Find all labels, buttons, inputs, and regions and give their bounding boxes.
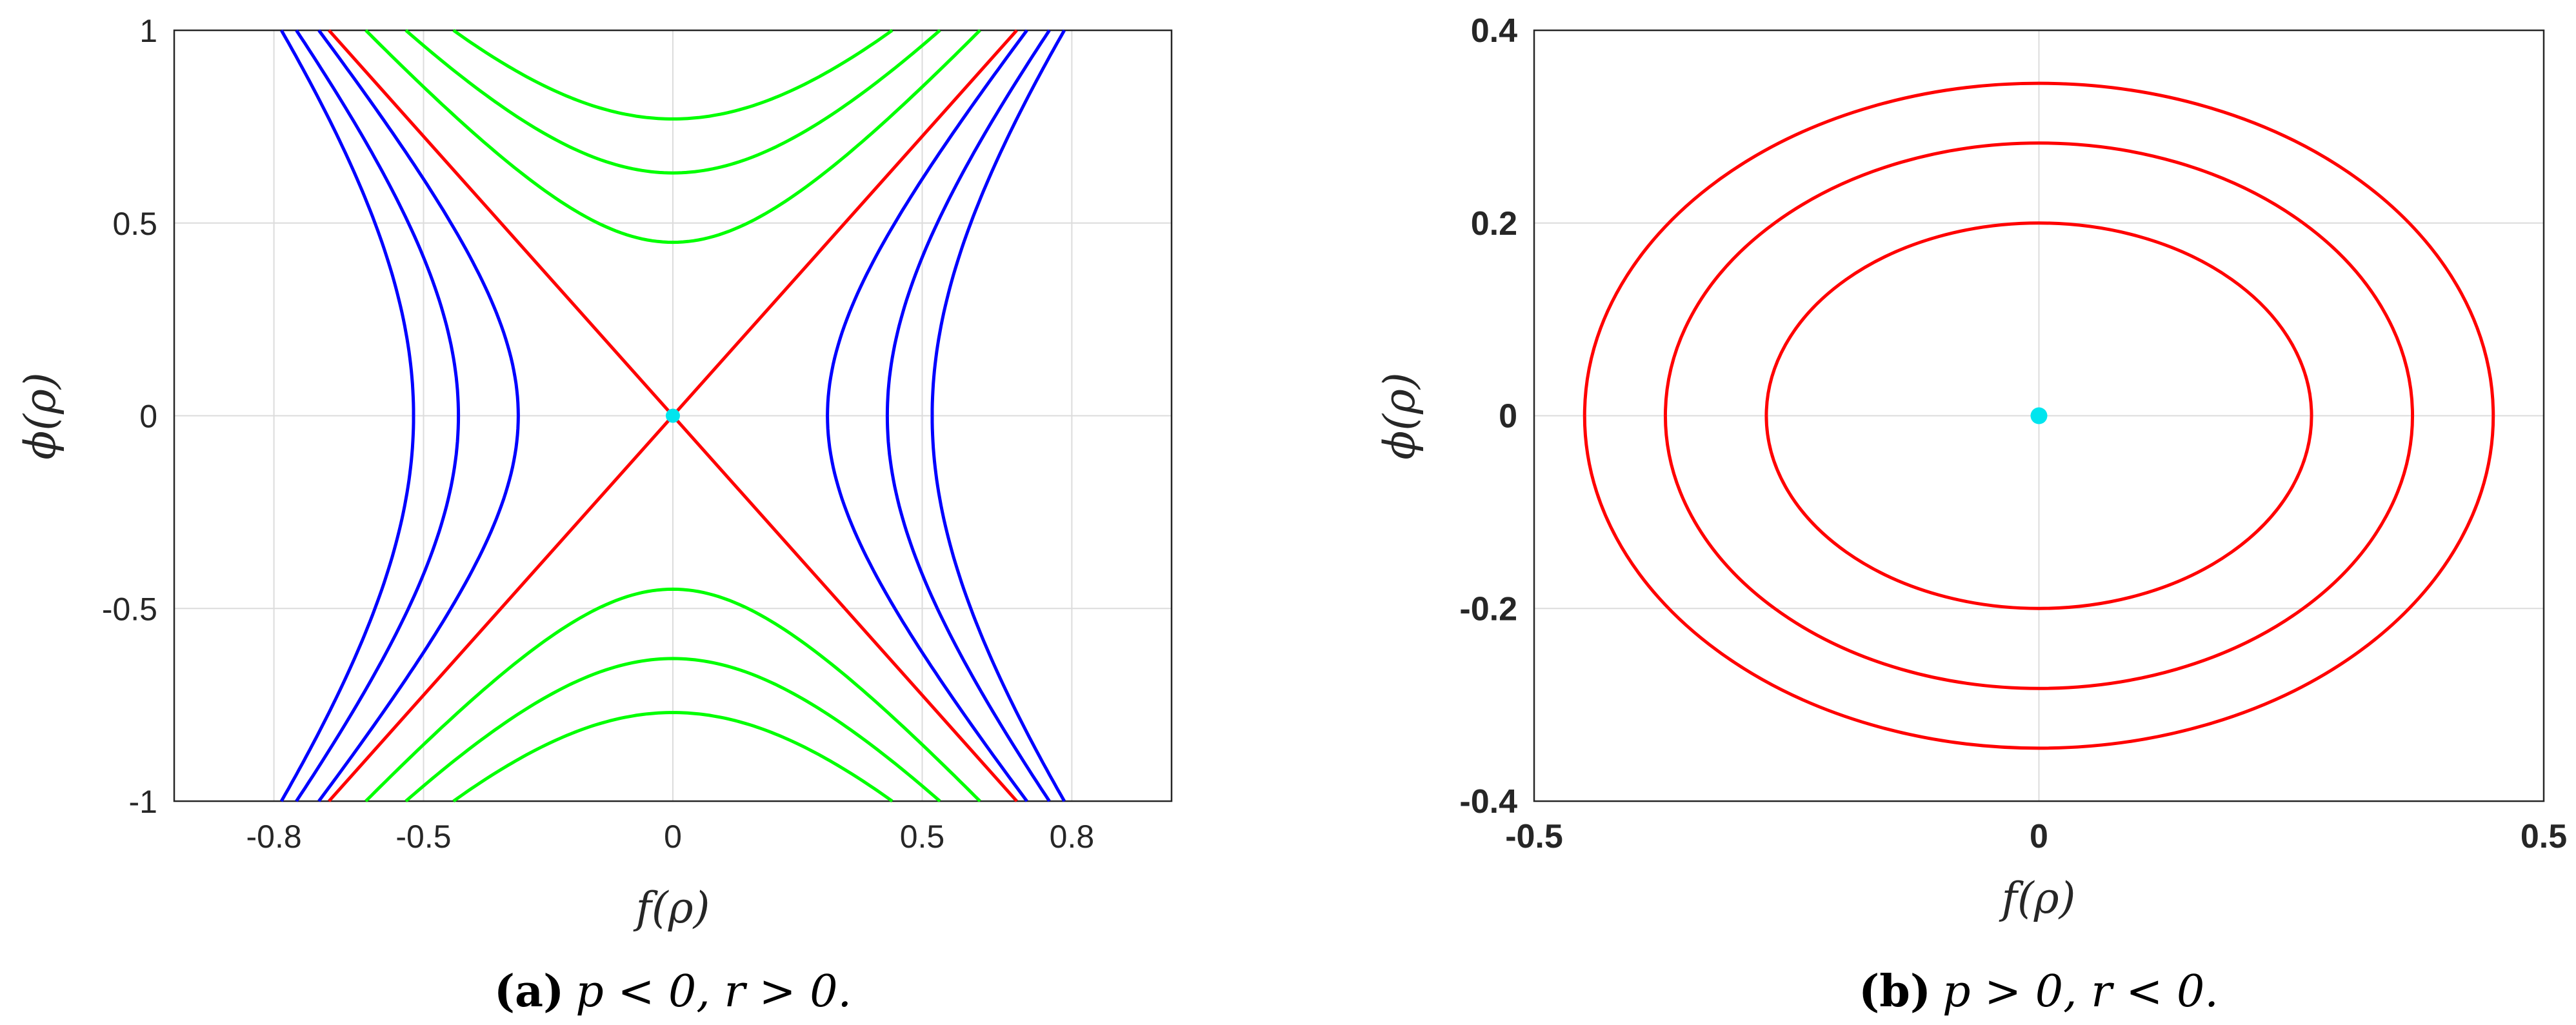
- y-tick-label: -0.2: [1459, 590, 1517, 628]
- caption-text: p < 0, r > 0.: [575, 966, 852, 1017]
- y-tick-label: 0.2: [1471, 205, 1517, 243]
- tick-labels: -0.8 -0.5 0 0.5 0.8 -1 -0.5 0 0.5 1: [102, 13, 1094, 855]
- upper-green-orbit: [452, 28, 894, 121]
- plot-curves: [1583, 81, 2495, 750]
- axes-frame: [173, 29, 1173, 802]
- periodic-orbit: [1663, 141, 2415, 690]
- panel-a: -0.8 -0.5 0 0.5 0.8 -1 -0.5 0 0.5 1 f(ρ) ϕ(ρ) (a)…: [15, 13, 1173, 1017]
- y-tick-label: 1: [139, 13, 157, 49]
- grid: [1533, 29, 2545, 802]
- caption: (b) p > 0, r < 0.: [1859, 966, 2219, 1017]
- x-tick-label: -0.5: [395, 819, 451, 855]
- x-tick-label: 0.5: [2521, 818, 2567, 855]
- left-blue-orbit: [280, 29, 415, 802]
- lower-green-orbit: [452, 711, 894, 803]
- y-tick-label: -0.4: [1459, 783, 1517, 821]
- lower-green-orbit: [404, 657, 941, 802]
- x-tick-label: -0.5: [1505, 818, 1563, 855]
- x-tick-label: 0: [664, 819, 682, 855]
- upper-green-orbit: [364, 29, 981, 244]
- periodic-orbit: [1583, 81, 2495, 750]
- panel-b: -0.5 0 0.5 -0.4 -0.2 0 0.2 0.4 f(ρ) ϕ(ρ) (b) p >…: [1375, 12, 2567, 1017]
- right-blue-orbit: [826, 29, 1028, 802]
- axes-frame: [1533, 29, 2545, 802]
- y-axis-label: ϕ(ρ): [1375, 372, 1424, 459]
- y-tick-label: -0.5: [102, 591, 157, 627]
- x-axis-label: f(ρ): [1999, 873, 2076, 923]
- caption-text: p > 0, r < 0.: [1942, 966, 2219, 1017]
- y-tick-label: 0: [1499, 398, 1517, 435]
- equilibrium-point: [666, 408, 680, 423]
- x-tick-label: 0.8: [1050, 819, 1095, 855]
- x-tick-label: 0: [2030, 818, 2048, 855]
- left-blue-orbit: [317, 29, 520, 802]
- x-tick-label: 0.5: [900, 819, 945, 855]
- caption: (a) p < 0, r > 0.: [494, 966, 852, 1017]
- x-tick-label: -0.8: [246, 819, 302, 855]
- y-tick-label: 0.5: [112, 206, 157, 242]
- right-blue-orbit: [930, 29, 1066, 802]
- x-axis-label: f(ρ): [633, 883, 710, 933]
- periodic-orbit: [1764, 221, 2313, 610]
- tick-labels: -0.5 0 0.5 -0.4 -0.2 0 0.2 0.4: [1459, 12, 2567, 855]
- y-tick-label: -1: [129, 784, 157, 820]
- caption-label: (b): [1859, 966, 1931, 1017]
- left-blue-orbit: [295, 29, 461, 802]
- y-tick-label: 0.4: [1471, 12, 1517, 50]
- lower-green-orbit: [364, 587, 981, 802]
- right-blue-orbit: [885, 29, 1051, 802]
- plot-curves: [280, 28, 1066, 803]
- equilibrium-point: [2030, 407, 2048, 424]
- caption-label: (a): [494, 966, 564, 1017]
- y-axis-label: ϕ(ρ): [15, 372, 65, 459]
- upper-green-orbit: [404, 29, 941, 175]
- y-tick-label: 0: [139, 399, 157, 435]
